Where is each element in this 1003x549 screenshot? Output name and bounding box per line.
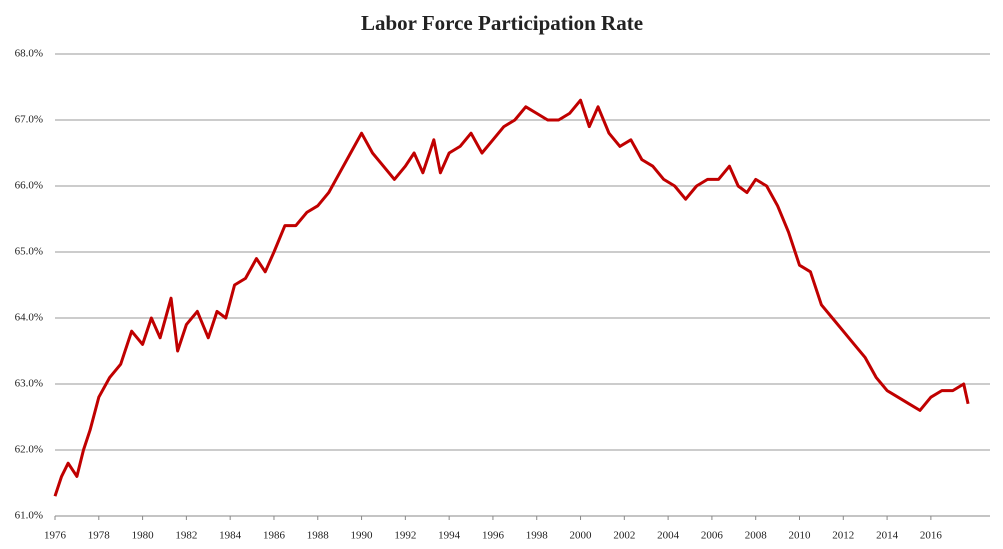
x-tick-label: 1986 <box>263 530 286 542</box>
x-tick-label: 1982 <box>175 530 197 542</box>
x-tick-label: 2004 <box>657 530 680 542</box>
x-tick-label: 2006 <box>701 530 724 542</box>
y-tick-label: 62.0% <box>15 444 43 456</box>
x-tick-label: 2008 <box>745 530 768 542</box>
y-tick-label: 66.0% <box>15 180 43 192</box>
y-tick-label: 61.0% <box>15 510 43 522</box>
x-tick-label: 1988 <box>307 530 330 542</box>
x-tick-label: 1994 <box>438 530 461 542</box>
x-tick-label: 1980 <box>132 530 155 542</box>
x-tick-label: 2014 <box>876 530 899 542</box>
y-tick-label: 63.0% <box>15 378 43 390</box>
x-tick-label: 1984 <box>219 530 242 542</box>
x-tick-label: 2000 <box>570 530 593 542</box>
x-tick-label: 1996 <box>482 530 505 542</box>
y-tick-label: 64.0% <box>15 312 43 324</box>
x-tick-label: 1992 <box>394 530 416 542</box>
y-tick-label: 65.0% <box>15 246 43 258</box>
x-tick-label: 1978 <box>88 530 111 542</box>
x-tick-label: 2010 <box>788 530 811 542</box>
x-tick-label: 2002 <box>613 530 635 542</box>
chart-title: Labor Force Participation Rate <box>361 11 643 35</box>
data-line <box>53 98 970 497</box>
x-tick-label: 1976 <box>44 530 67 542</box>
x-tick-label: 2016 <box>920 530 943 542</box>
x-tick-label: 1998 <box>526 530 549 542</box>
y-tick-label: 68.0% <box>15 48 43 60</box>
x-tick-label: 2012 <box>832 530 854 542</box>
x-tick-label: 1990 <box>351 530 374 542</box>
y-tick-label: 67.0% <box>15 114 43 126</box>
